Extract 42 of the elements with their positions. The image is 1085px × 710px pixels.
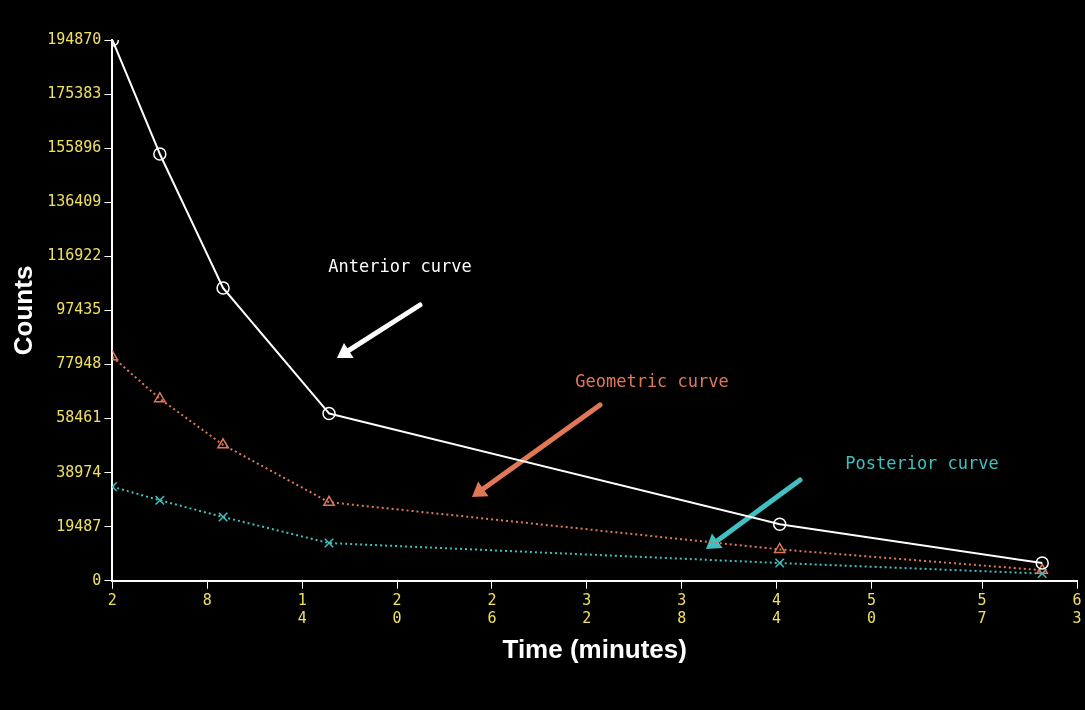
x-tick-label: 1 4 xyxy=(297,590,307,627)
y-axis-title: Counts xyxy=(7,265,38,356)
point xyxy=(216,281,230,295)
point xyxy=(218,511,229,522)
y-tick-label: 175383 xyxy=(47,83,102,102)
y-tick-label: 116922 xyxy=(47,246,102,265)
x-tick-label: 3 8 xyxy=(677,590,687,627)
x-tick-label: 8 xyxy=(202,590,212,609)
x-tick-label: 2 0 xyxy=(392,590,402,627)
point xyxy=(1037,568,1048,579)
x-tick-label: 5 7 xyxy=(977,590,987,627)
point xyxy=(153,147,167,161)
x-tick-label: 4 4 xyxy=(772,590,782,627)
point xyxy=(322,406,336,421)
x-tick-label: 2 6 xyxy=(487,590,497,627)
point xyxy=(772,517,787,531)
annotation: Posterior curve xyxy=(845,453,999,474)
y-tick-label: 97435 xyxy=(56,300,102,319)
point xyxy=(773,542,786,554)
point xyxy=(1036,563,1049,574)
y-tick-label: 0 xyxy=(92,570,102,589)
x-tick-label: 6 3 xyxy=(1072,590,1082,627)
point xyxy=(153,392,166,403)
x-axis-title: Time (minutes) xyxy=(502,633,687,664)
point xyxy=(323,495,335,507)
x-tick-label: 3 2 xyxy=(582,590,592,627)
y-tick-label: 38974 xyxy=(56,462,102,481)
y-tick-label: 58461 xyxy=(56,408,102,427)
y-tick-label: 136409 xyxy=(47,192,102,211)
y-tick-label: 194870 xyxy=(47,29,102,48)
x-tick-label: 2 xyxy=(107,590,117,609)
x-tick-label: 5 0 xyxy=(866,590,876,627)
y-tick-label: 155896 xyxy=(47,138,102,157)
point xyxy=(154,495,165,506)
annotation: Geometric curve xyxy=(575,371,729,392)
y-tick-label: 77948 xyxy=(56,354,102,373)
point xyxy=(217,438,230,449)
annotation: Anterior curve xyxy=(328,256,472,277)
point xyxy=(1035,556,1049,570)
point xyxy=(774,558,785,569)
point xyxy=(324,538,335,549)
y-tick-label: 19487 xyxy=(56,516,102,535)
